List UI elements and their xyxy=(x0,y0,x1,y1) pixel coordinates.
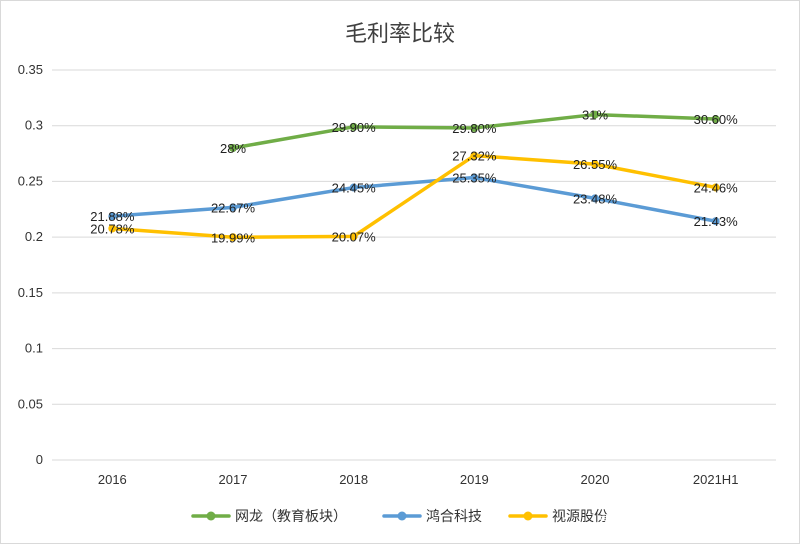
x-axis-ticks: 2016 2017 2018 2019 2020 2021H1 xyxy=(98,472,739,487)
data-label: 26.55% xyxy=(573,157,618,172)
legend-marker-1 xyxy=(397,511,407,521)
series-0-point xyxy=(711,115,720,124)
data-label: 22.67% xyxy=(211,200,256,215)
data-label: 19.99% xyxy=(211,230,256,245)
data-label: 28% xyxy=(220,141,246,156)
data-label: 27.32% xyxy=(452,149,497,164)
series-0-point xyxy=(349,122,358,131)
data-label: 23.48% xyxy=(573,191,618,206)
data-label: 29.90% xyxy=(332,120,377,135)
y-axis-ticks: 0 0.05 0.1 0.15 0.2 0.25 0.3 0.35 xyxy=(18,62,43,467)
legend-marker-0 xyxy=(206,511,216,521)
y-tick-label: 0.3 xyxy=(25,118,43,133)
x-tick-label: 2018 xyxy=(339,472,368,487)
series-1-point xyxy=(591,194,599,203)
series-0-point xyxy=(591,110,599,119)
series-0-point xyxy=(470,123,479,132)
data-label: 21.43% xyxy=(694,214,739,229)
series-2-point xyxy=(591,160,599,169)
series-2-point xyxy=(470,151,479,160)
data-label: 25.35% xyxy=(452,171,497,186)
x-tick-label: 2017 xyxy=(219,472,248,487)
y-tick-label: 0.2 xyxy=(25,229,43,244)
series-2-point xyxy=(108,224,117,233)
legend-label-1: 鸿合科技 xyxy=(426,508,482,525)
watermark-text: 雪球：格菲研究院 xyxy=(599,512,727,531)
legend-label-2: 视源股份 xyxy=(552,509,608,525)
y-tick-label: 0.25 xyxy=(18,173,43,188)
series-1-point xyxy=(108,212,117,221)
legend: 网龙（教育板块） 鸿合科技 视源股份 xyxy=(191,508,608,525)
legend-label-0: 网龙（教育板块） xyxy=(235,509,347,525)
data-label: 24.45% xyxy=(332,181,377,196)
series-lines xyxy=(108,110,720,242)
data-label: 20.78% xyxy=(90,221,135,236)
y-tick-label: 0.15 xyxy=(18,285,43,300)
legend-marker-2 xyxy=(523,511,533,521)
y-tick-label: 0 xyxy=(36,452,43,467)
series-2-point xyxy=(349,232,358,241)
data-label: 31% xyxy=(582,108,608,123)
series-1-point xyxy=(229,203,237,212)
y-tick-label: 0.05 xyxy=(18,396,43,411)
series-1-point xyxy=(711,217,720,226)
series-1-point xyxy=(349,183,358,192)
data-label: 29.80% xyxy=(452,121,497,136)
series-line-1 xyxy=(110,175,718,223)
chart-title: 毛利率比较 xyxy=(345,22,455,47)
y-tick-label: 0.35 xyxy=(18,62,43,77)
series-0-point xyxy=(229,144,237,152)
series-1-point xyxy=(470,173,479,182)
series-2-point xyxy=(229,233,237,242)
series-2-point xyxy=(711,183,720,192)
x-tick-label: 2020 xyxy=(581,472,610,487)
x-tick-label: 2016 xyxy=(98,472,127,487)
data-label: 20.07% xyxy=(332,229,377,244)
data-label: 24.46% xyxy=(694,180,739,195)
data-label: 21.88% xyxy=(90,209,135,224)
x-tick-label: 2019 xyxy=(460,472,489,487)
data-label: 30.60% xyxy=(694,112,739,127)
y-tick-label: 0.1 xyxy=(25,341,43,356)
series-line-2 xyxy=(110,153,718,240)
x-tick-label: 2021H1 xyxy=(693,472,739,487)
data-labels: 28% 29.90% 29.80% 31% 30.60% 21.88% 22.67% 24.4… xyxy=(90,108,738,246)
